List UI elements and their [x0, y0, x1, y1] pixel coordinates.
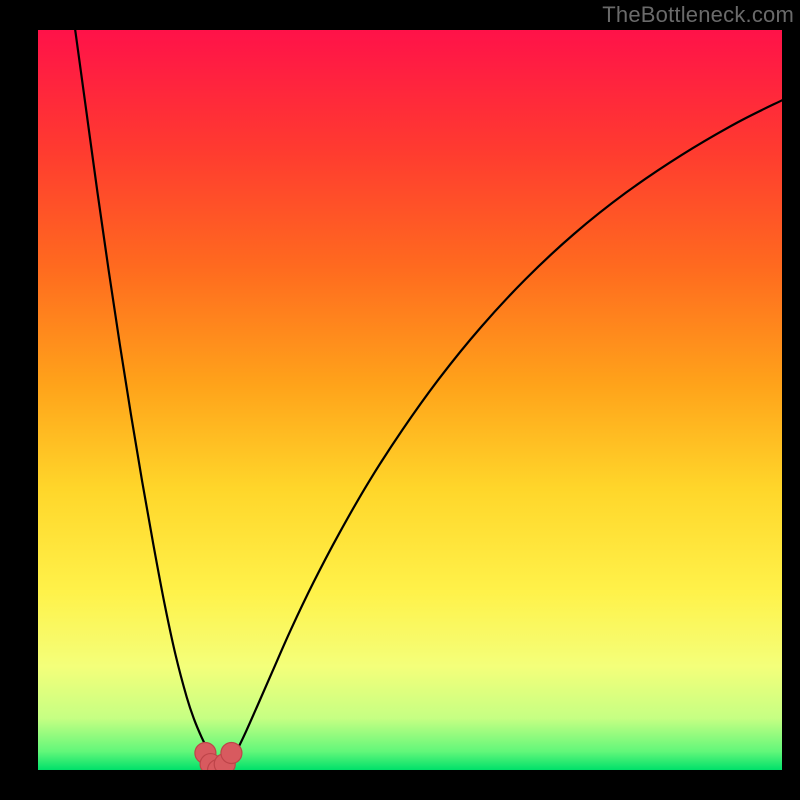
gradient-background — [38, 30, 782, 770]
watermark-text: TheBottleneck.com — [602, 2, 794, 28]
chart-svg — [38, 30, 782, 770]
chart-container: TheBottleneck.com — [0, 0, 800, 800]
plot-area — [38, 30, 782, 770]
marker-point — [221, 742, 242, 763]
